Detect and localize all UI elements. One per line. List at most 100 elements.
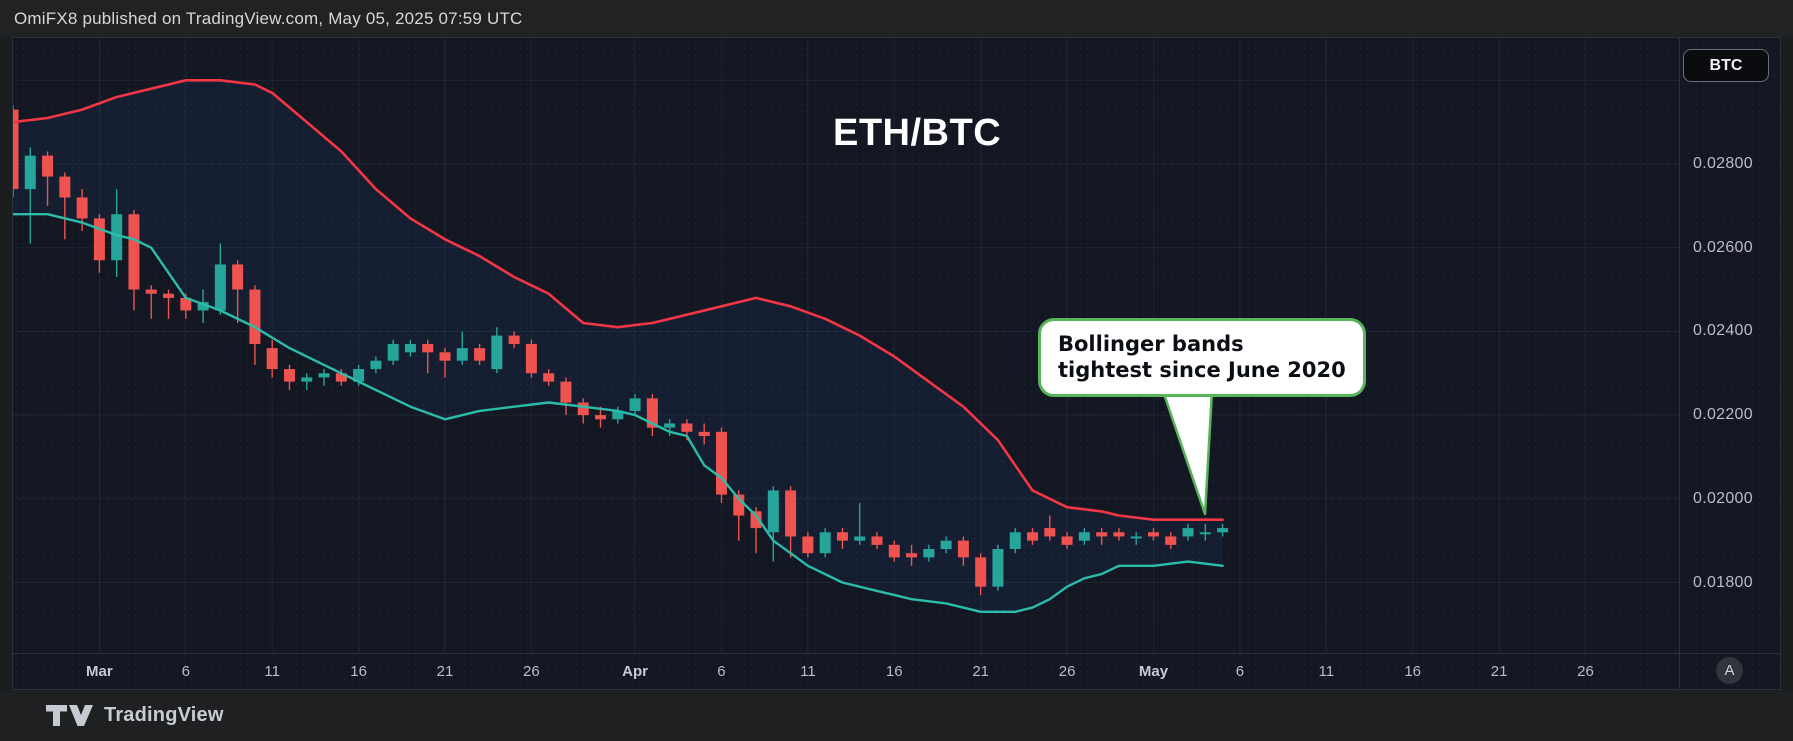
- annotation-tail: [1161, 390, 1214, 516]
- candle-body: [1130, 536, 1142, 539]
- candle-body: [629, 398, 641, 411]
- time-axis-label: 11: [1318, 663, 1335, 680]
- candle-body: [491, 335, 503, 370]
- price-axis-label: 0.02600: [1693, 238, 1753, 256]
- candle-body: [318, 373, 330, 378]
- time-axis-separator: [13, 653, 1780, 654]
- candle-body: [819, 532, 831, 554]
- annotation-line2: tightest since June 2020: [1058, 358, 1346, 382]
- candle-body: [1182, 528, 1194, 537]
- auto-scale-button[interactable]: A: [1716, 657, 1743, 684]
- price-axis-label: 0.02200: [1693, 406, 1753, 424]
- candle-body: [646, 398, 658, 428]
- symbol-title: ETH/BTC: [833, 112, 1002, 154]
- candle-body: [163, 293, 175, 298]
- candle-body: [1199, 532, 1211, 535]
- candle-body: [370, 360, 382, 370]
- candle-body: [474, 348, 486, 361]
- candle-body: [283, 369, 295, 382]
- candle-body: [525, 343, 537, 374]
- candle-body: [906, 553, 918, 558]
- candle-body: [612, 410, 624, 420]
- price-axis-label: 0.02800: [1693, 155, 1753, 172]
- candle-body: [422, 343, 434, 353]
- candle-body: [975, 557, 987, 587]
- candle-body: [128, 214, 140, 290]
- candle-body: [560, 381, 572, 403]
- candle-body: [353, 369, 365, 382]
- candle-body: [785, 490, 797, 537]
- candle-body: [439, 352, 451, 361]
- candle-body: [1027, 532, 1039, 541]
- candle-body: [715, 431, 727, 495]
- price-axis-label: 0.01800: [1693, 573, 1753, 591]
- candle-body: [923, 549, 935, 558]
- bollinger-band-fill: [13, 80, 1223, 612]
- candle-body: [750, 511, 762, 529]
- price-chart-canvas[interactable]: [13, 38, 1679, 653]
- candle-body: [1113, 532, 1125, 537]
- tradingview-logo-icon: [46, 705, 93, 726]
- price-axis-separator: [1679, 38, 1680, 689]
- candle-body: [197, 302, 209, 311]
- time-axis-label: 16: [1404, 663, 1422, 680]
- price-axis-label: 0.02400: [1693, 322, 1753, 340]
- candle-body: [214, 264, 226, 311]
- candle-body: [249, 289, 261, 344]
- candle-body: [1061, 536, 1073, 545]
- candle-body: [232, 264, 244, 290]
- candle-body: [664, 423, 676, 428]
- candle-body: [76, 197, 88, 219]
- time-axis-label: 6: [1235, 663, 1245, 680]
- candle-body: [301, 377, 313, 382]
- header-bar: OmiFX8 published on TradingView.com, May…: [0, 0, 1793, 37]
- price-axis-label: 0.02000: [1693, 489, 1753, 507]
- candle-body: [111, 214, 123, 261]
- annotation-line1: Bollinger bands: [1058, 332, 1244, 356]
- candle-body: [698, 431, 710, 437]
- time-axis-label: 6: [181, 663, 190, 680]
- candle-body: [957, 540, 969, 558]
- candle-body: [59, 176, 71, 198]
- candle-body: [940, 540, 952, 550]
- time-axis-label: 16: [350, 663, 367, 680]
- candle-body: [1147, 532, 1159, 537]
- candle-body: [767, 490, 779, 533]
- candle-body: [387, 343, 399, 361]
- time-axis-label: 21: [972, 663, 990, 680]
- candle-body: [1009, 532, 1021, 550]
- candle-body: [854, 536, 866, 541]
- time-axis-label: 11: [264, 663, 280, 680]
- time-axis-label: Mar: [86, 663, 113, 680]
- footer-bar: TradingView: [0, 690, 1793, 741]
- candle-body: [1078, 532, 1090, 541]
- time-axis-label: 6: [717, 663, 726, 680]
- candle-body: [42, 155, 54, 177]
- annotation-callout: Bollinger bands tightest since June 2020: [1038, 318, 1366, 397]
- time-axis[interactable]: Mar 6 11 16 21 26 Apr 6 11 16 21 26 May 6 11 16 21 26: [13, 654, 1679, 689]
- candle-body: [508, 335, 520, 344]
- time-axis-label: May: [1138, 663, 1169, 680]
- candle-body: [836, 532, 848, 541]
- candle-body: [24, 155, 36, 190]
- time-axis-label: 21: [1490, 663, 1508, 680]
- bollinger-lower-band: [13, 212, 1224, 613]
- candle-body: [595, 415, 607, 420]
- price-axis[interactable]: BTC 0.02800 0.02600 0.02400 0.02200 0.02000 0…: [1680, 38, 1780, 689]
- candle-body: [456, 348, 468, 361]
- candle-body: [1044, 528, 1056, 537]
- candle-body: [93, 218, 105, 261]
- chart-panel: Mar 6 11 16 21 26 Apr 6 11 16 21 26 May 6 11 16 21 26 BTC…: [12, 37, 1781, 690]
- candle-body: [888, 544, 900, 558]
- attribution-text: OmiFX8 published on TradingView.com, May…: [14, 9, 523, 28]
- bollinger-upper-band: [13, 78, 1224, 522]
- time-axis-label: 21: [436, 663, 454, 680]
- candle-body: [1165, 536, 1177, 545]
- candle-body: [1096, 532, 1108, 537]
- candle-body: [802, 536, 814, 554]
- candle-body: [1217, 528, 1229, 533]
- candle-body: [543, 373, 555, 382]
- time-axis-label: 26: [1577, 663, 1594, 680]
- candle-body: [404, 343, 416, 353]
- currency-unit-button[interactable]: BTC: [1683, 49, 1769, 82]
